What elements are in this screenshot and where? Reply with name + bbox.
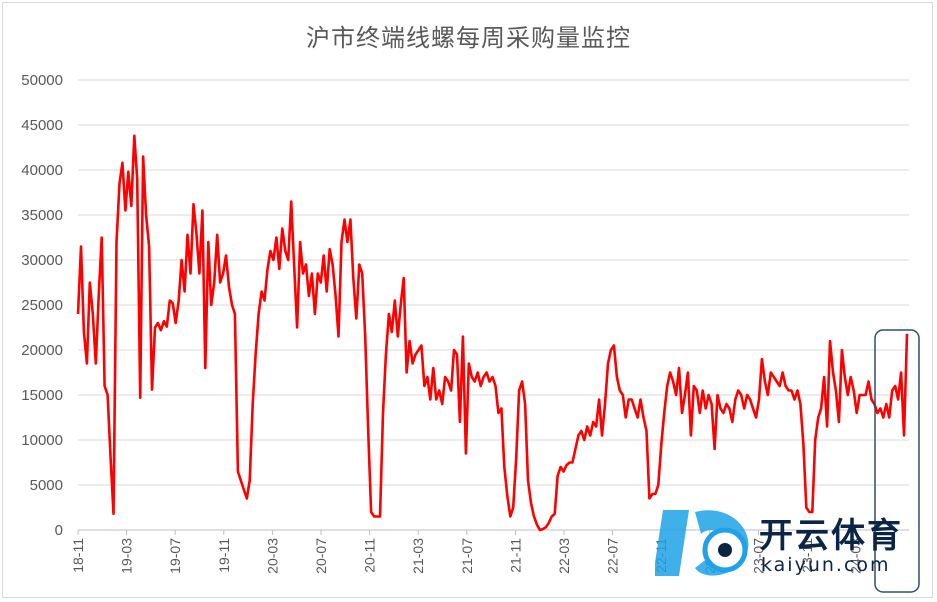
x-tick-label: 22-07 <box>605 538 621 574</box>
y-tick-label: 15000 <box>21 387 63 404</box>
x-tick-label: 23-07 <box>750 538 766 574</box>
watermark-english-text: kaiyun.com <box>761 554 891 576</box>
watermark: 开云体育 kaiyun.com <box>655 498 927 586</box>
highlight-box <box>874 329 920 593</box>
x-tick-label: 18-11 <box>70 538 86 573</box>
series-group <box>76 134 909 532</box>
x-tick-label: 19-11 <box>216 538 232 573</box>
y-tick-label: 35000 <box>21 207 63 224</box>
x-tick-label: 21-07 <box>459 538 475 574</box>
x-tick-label: 21-11 <box>507 538 523 573</box>
y-tick-label: 30000 <box>21 252 63 269</box>
x-tick-label: 19-03 <box>119 538 135 574</box>
chart-title: 沪市终端线螺每周采购量监控 <box>306 24 631 52</box>
x-tick-label: 20-03 <box>264 538 280 574</box>
y-tick-label: 20000 <box>21 342 63 359</box>
x-tick-label: 20-07 <box>313 538 329 574</box>
x-tick-label: 23-11 <box>799 538 815 573</box>
x-tick-label: 21-03 <box>410 538 426 574</box>
x-tick-label: 20-11 <box>362 538 378 573</box>
y-tick-label: 10000 <box>21 432 63 449</box>
x-tick-label: 22-03 <box>556 538 572 574</box>
watermark-chinese-text: 开云体育 <box>759 516 903 556</box>
y-tick-label: 50000 <box>21 72 63 89</box>
x-tick-label: 24-03 <box>848 538 864 574</box>
y-tick-label: 0 <box>55 522 63 539</box>
x-tick-label: 19-07 <box>167 538 183 574</box>
y-tick-label: 5000 <box>30 477 63 494</box>
y-axis-ticks: 0 5000 10000 15000 20000 25000 30000 35000 40000… <box>21 72 63 539</box>
y-tick-label: 40000 <box>21 162 63 179</box>
kaiyun-logo-icon <box>655 510 749 576</box>
y-tick-label: 45000 <box>21 117 63 134</box>
y-tick-label: 25000 <box>21 297 63 314</box>
series-line <box>76 134 909 532</box>
